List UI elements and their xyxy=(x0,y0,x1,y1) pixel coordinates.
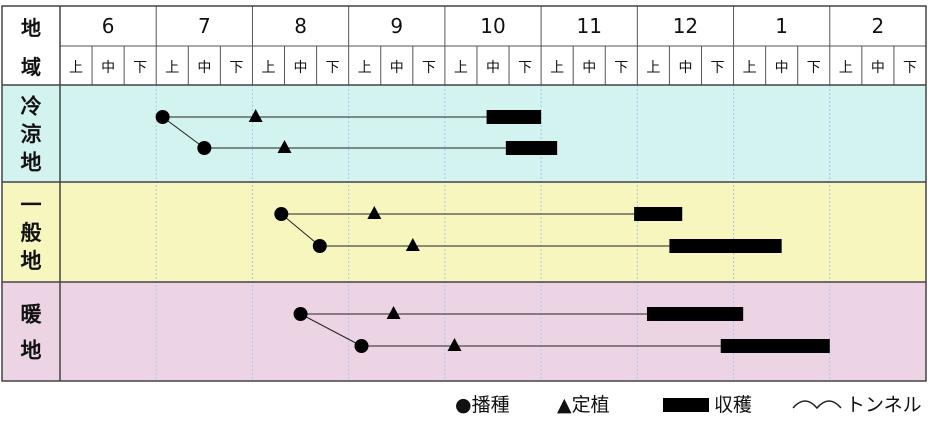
sowing-marker xyxy=(354,339,369,353)
period-label: 中 xyxy=(775,60,789,76)
period-label: 中 xyxy=(101,60,115,76)
period-label: 上 xyxy=(550,60,564,76)
region-label-char: 地 xyxy=(21,151,42,175)
planting-marker xyxy=(248,109,263,122)
tunnel-icon xyxy=(792,400,842,410)
region-label-cell xyxy=(2,282,60,381)
region-label-char: 般 xyxy=(21,221,42,245)
sowing-marker xyxy=(197,141,212,155)
period-label: 中 xyxy=(294,60,308,76)
region-label-char: 涼 xyxy=(21,123,42,147)
month-label: 2 xyxy=(872,14,885,38)
period-label: 中 xyxy=(582,60,596,76)
period-label: 上 xyxy=(165,60,179,76)
sowing-marker xyxy=(274,207,289,221)
region-label-char: 地 xyxy=(21,339,42,363)
region-label-char: 地 xyxy=(21,249,42,273)
region-label-cell xyxy=(2,85,60,182)
planting-marker xyxy=(447,338,462,351)
sow-connector xyxy=(162,116,205,149)
month-label: 9 xyxy=(390,14,403,38)
period-label: 中 xyxy=(197,60,211,76)
period-label: 下 xyxy=(518,60,532,76)
sowing-marker xyxy=(293,307,308,321)
period-label: 中 xyxy=(486,60,500,76)
period-label: 上 xyxy=(358,60,372,76)
sow-connector xyxy=(280,213,321,247)
harvest-bar xyxy=(505,141,558,155)
region-label-char: 暖 xyxy=(21,303,43,327)
legend-harvest: 収穫 xyxy=(714,394,752,416)
region-header-label: 域 xyxy=(21,55,41,79)
period-label: 下 xyxy=(711,60,725,76)
legend-plant: ▲定植 xyxy=(557,394,610,416)
harvest-bar xyxy=(646,307,744,321)
region-header-label: 地 xyxy=(21,16,41,40)
month-label: 6 xyxy=(102,14,115,38)
harvest-bar xyxy=(486,110,542,124)
period-label: 下 xyxy=(614,60,628,76)
region-label-cell xyxy=(2,182,60,282)
period-label: 上 xyxy=(839,60,853,76)
region-label-char: 冷 xyxy=(21,95,42,119)
period-label: 下 xyxy=(326,60,340,76)
month-label: 11 xyxy=(576,14,601,38)
month-label: 1 xyxy=(775,14,788,38)
period-label: 下 xyxy=(422,60,436,76)
month-label: 7 xyxy=(198,14,211,38)
sowing-marker xyxy=(155,110,170,124)
period-label: 中 xyxy=(678,60,692,76)
legend-tunnel: トンネル xyxy=(846,394,922,416)
legend-sow: ●播種 xyxy=(455,394,510,416)
planting-marker xyxy=(367,206,382,219)
legend-harvest-swatch xyxy=(663,398,709,412)
region-band xyxy=(60,282,926,381)
harvest-bar xyxy=(720,339,830,353)
planting-marker xyxy=(405,238,420,251)
month-label: 8 xyxy=(294,14,307,38)
region-band xyxy=(60,85,926,182)
period-label: 中 xyxy=(871,60,885,76)
harvest-bar xyxy=(634,207,683,221)
period-label: 上 xyxy=(646,60,660,76)
planting-marker xyxy=(277,140,292,153)
month-label: 12 xyxy=(673,14,698,38)
month-label: 10 xyxy=(480,14,505,38)
period-label: 中 xyxy=(390,60,404,76)
period-label: 下 xyxy=(807,60,821,76)
sowing-marker xyxy=(312,239,327,253)
period-label: 上 xyxy=(261,60,275,76)
period-label: 下 xyxy=(903,60,917,76)
period-label: 上 xyxy=(454,60,468,76)
table-border xyxy=(1,5,927,382)
period-label: 上 xyxy=(743,60,757,76)
period-label: 上 xyxy=(69,60,83,76)
period-label: 下 xyxy=(229,60,243,76)
harvest-bar xyxy=(669,239,782,253)
period-label: 下 xyxy=(133,60,147,76)
sow-connector xyxy=(300,313,362,347)
region-label-char: 一 xyxy=(21,193,42,217)
planting-marker xyxy=(386,306,401,319)
region-band xyxy=(60,182,926,282)
